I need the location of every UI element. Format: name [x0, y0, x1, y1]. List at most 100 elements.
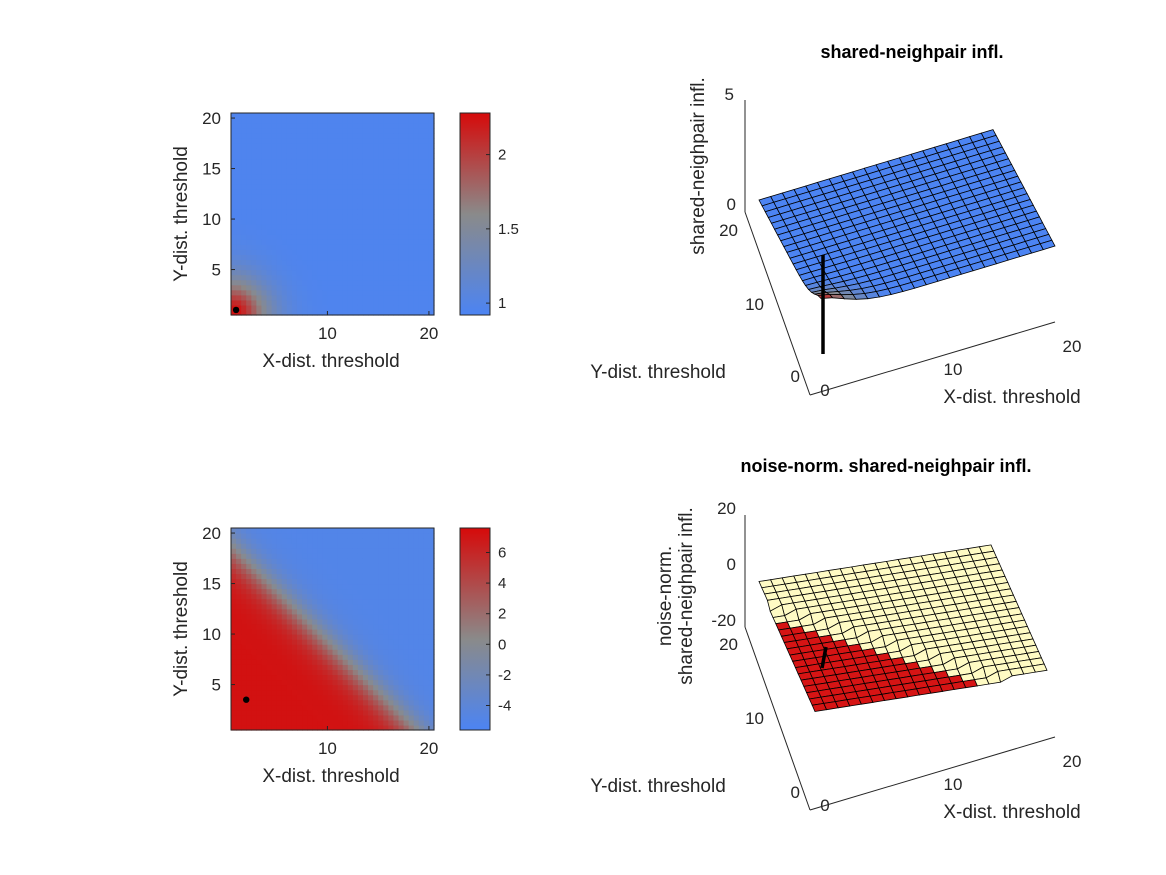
heatmap-cell [291, 133, 298, 139]
heatmap-cell [342, 183, 349, 190]
heatmap-cell [276, 719, 283, 726]
heatmap-cell [291, 153, 298, 160]
heatmap-cell [256, 128, 263, 134]
heatmap-cell [388, 674, 394, 681]
heatmap-cell [337, 598, 344, 605]
heatmap-cell [423, 309, 430, 316]
heatmap-cell [342, 229, 349, 235]
heatmap-cell [236, 244, 242, 250]
heatmap-cell [352, 254, 359, 261]
heatmap-cell [398, 679, 405, 686]
heatmap-cell [342, 193, 349, 200]
heatmap-cell [256, 719, 263, 726]
heatmap-cell [251, 309, 257, 316]
heatmap-cell [352, 543, 359, 549]
heatmap-cell [332, 299, 339, 306]
heatmap-cell [231, 538, 237, 544]
heatmap-cell [307, 289, 313, 296]
heatmap-cell [256, 593, 263, 600]
heatmap-cell [347, 193, 354, 200]
heatmap-cell [393, 254, 400, 261]
heatmap-cell [236, 203, 242, 210]
heatmap-cell [256, 264, 263, 271]
heatmap-cell [403, 699, 410, 706]
heatmap-cell [281, 208, 288, 215]
heatmap-cell [281, 639, 288, 645]
heatmap-cell [276, 548, 283, 554]
heatmap-cell [388, 684, 394, 691]
heatmap-cell [393, 264, 400, 271]
heatmap-cell [337, 168, 344, 175]
heatmap-cell [337, 608, 344, 615]
heatmap-cell [327, 168, 334, 175]
heatmap-cell [423, 608, 430, 615]
heatmap-cell [408, 613, 415, 620]
heatmap-cell [342, 714, 349, 721]
heatmap-cell [246, 669, 252, 676]
heatmap-cell [296, 138, 303, 144]
heatmap-cell [357, 699, 364, 706]
heatmap-cell [342, 239, 349, 245]
heatmap-cell [317, 193, 323, 200]
heatmap-cell [281, 588, 288, 595]
colorbar-ticks-top: 11.52 [486, 147, 519, 312]
heatmap-cell [296, 118, 303, 124]
heatmap-cell [317, 203, 323, 210]
heatmap-cell [271, 304, 278, 311]
heatmap-cell [291, 548, 298, 554]
heatmap-cell [246, 593, 252, 600]
heatmap-cell [317, 239, 323, 245]
surface-title-bottom: noise-norm. shared-neighpair infl. [740, 456, 1031, 476]
heatmap-cell [281, 649, 288, 655]
heatmap-cell [317, 224, 323, 230]
heatmap-cell [251, 198, 257, 205]
heatmap-cell [327, 284, 334, 291]
heatmap-cell [271, 558, 278, 564]
heatmap-cell [286, 699, 293, 706]
heatmap-cell [362, 629, 369, 635]
heatmap-cell [291, 623, 298, 630]
heatmap-cell [241, 299, 247, 306]
heatmap-cell [347, 664, 354, 670]
heatmap-cell [327, 659, 334, 665]
heatmap-cell [296, 123, 303, 129]
heatmap-cell [413, 618, 420, 625]
heatmap-cell [256, 654, 263, 660]
heatmap-cell [423, 533, 430, 539]
heatmap-cell [352, 284, 359, 291]
heatmap-cell [352, 143, 359, 149]
heatmap-cell [231, 234, 237, 240]
heatmap-cell [383, 538, 389, 544]
heatmap-cell [307, 558, 313, 564]
heatmap-cell [261, 618, 268, 625]
heatmap-cell [256, 548, 263, 554]
heatmap-cell [347, 689, 354, 696]
heatmap-cell [423, 259, 430, 266]
heatmap-cell [393, 659, 400, 665]
heatmap-cell [322, 234, 329, 240]
heatmap-cell [368, 664, 374, 670]
heatmap-cell [312, 644, 318, 650]
heatmap-cell [408, 239, 415, 245]
heatmap-cell [352, 639, 359, 645]
heatmap-cell [342, 254, 349, 261]
heatmap-cell [342, 593, 349, 600]
heatmap-cell [418, 649, 425, 655]
heatmap-cell [286, 583, 293, 590]
heatmap-cell [322, 578, 329, 585]
heatmap-cell [231, 208, 237, 215]
heatmap-cell [342, 299, 349, 306]
heatmap-cell [383, 158, 389, 165]
heatmap-cell [307, 264, 313, 271]
heatmap-cell [413, 133, 420, 139]
heatmap-cell [373, 264, 379, 271]
heatmap-cell [261, 623, 268, 630]
heatmap-cell [357, 623, 364, 630]
heatmap-cell [413, 553, 420, 559]
heatmap-cell [332, 699, 339, 706]
heatmap-cell [368, 578, 374, 585]
heatmap-cell [383, 279, 389, 286]
heatmap-cell [423, 679, 430, 686]
heatmap-cell [261, 183, 268, 190]
